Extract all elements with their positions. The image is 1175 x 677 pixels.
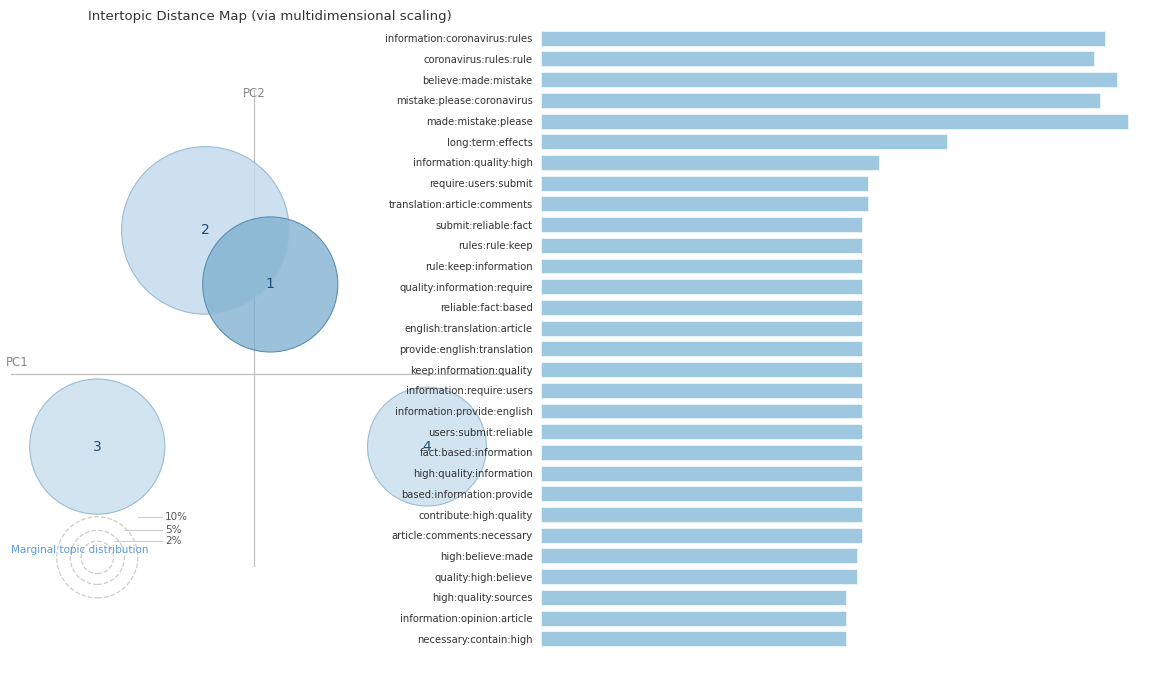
Text: 1: 1 bbox=[266, 278, 275, 292]
Bar bbox=[540, 569, 857, 584]
Bar bbox=[540, 196, 868, 211]
Bar bbox=[540, 114, 1128, 129]
Text: 4: 4 bbox=[423, 439, 431, 454]
Circle shape bbox=[202, 217, 338, 352]
Bar bbox=[540, 486, 862, 501]
Bar bbox=[540, 238, 862, 253]
Bar bbox=[540, 507, 862, 522]
Bar bbox=[540, 528, 862, 543]
Bar bbox=[540, 300, 862, 315]
Bar bbox=[540, 176, 868, 191]
Bar bbox=[540, 259, 862, 274]
Text: Marginal topic distribution: Marginal topic distribution bbox=[11, 545, 148, 555]
Circle shape bbox=[122, 147, 289, 314]
Circle shape bbox=[368, 387, 486, 506]
Bar bbox=[540, 72, 1116, 87]
Bar bbox=[540, 321, 862, 336]
Bar bbox=[540, 611, 846, 626]
Bar bbox=[540, 155, 879, 170]
Text: 10%: 10% bbox=[165, 512, 188, 522]
Bar bbox=[540, 134, 947, 149]
Text: 2%: 2% bbox=[165, 536, 181, 546]
Text: Intertopic Distance Map (via multidimensional scaling): Intertopic Distance Map (via multidimens… bbox=[88, 10, 452, 23]
Text: 3: 3 bbox=[93, 439, 102, 454]
Bar bbox=[540, 30, 1106, 45]
Bar bbox=[540, 424, 862, 439]
Bar bbox=[540, 217, 862, 232]
Text: PC1: PC1 bbox=[6, 356, 28, 370]
Bar bbox=[540, 383, 862, 397]
Bar bbox=[540, 51, 1094, 66]
Circle shape bbox=[29, 379, 165, 514]
Bar bbox=[540, 93, 1100, 108]
Bar bbox=[540, 362, 862, 377]
Text: 2: 2 bbox=[201, 223, 210, 238]
Text: PC2: PC2 bbox=[243, 87, 266, 100]
Bar bbox=[540, 590, 846, 605]
Bar bbox=[540, 445, 862, 460]
Text: 5%: 5% bbox=[165, 525, 181, 536]
Bar bbox=[540, 403, 862, 418]
Bar bbox=[540, 632, 846, 647]
Bar bbox=[540, 280, 862, 294]
Bar bbox=[540, 341, 862, 356]
Bar bbox=[540, 548, 857, 563]
Bar bbox=[540, 466, 862, 481]
